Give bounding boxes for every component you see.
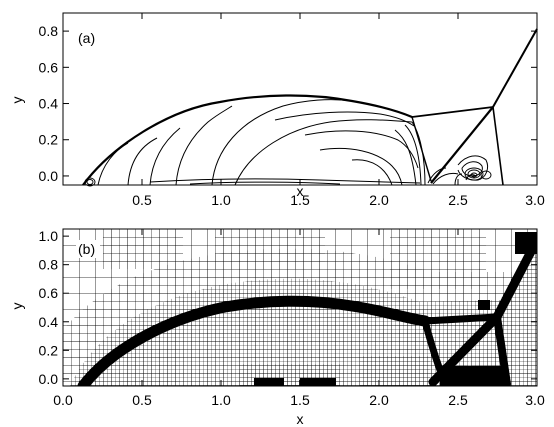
y-tick-label: 0.8	[39, 23, 59, 39]
x-tick-label: 2.0	[369, 392, 389, 408]
x-tick-label: 1.5	[290, 392, 310, 408]
wall-shock	[492, 106, 504, 186]
y-tick-label: 0.4	[39, 314, 59, 330]
panel-a-frame	[62, 12, 538, 186]
x-tick-label: 2.5	[448, 392, 468, 408]
panel-b-label-box	[76, 240, 100, 258]
incident-shock	[492, 28, 538, 108]
x-tick-label: 1.0	[211, 192, 231, 208]
x-tick-label: 0.5	[132, 192, 152, 208]
y-tick-label: 0.2	[39, 342, 59, 358]
bow-shock	[82, 94, 413, 186]
interior-contours	[97, 99, 489, 186]
panel-a-ticks: 0.5 1.0 1.5 2.0 2.5 3.0 0.0 0.2 0.4 0.6 0.8	[39, 13, 545, 208]
panel-a-label: (a)	[78, 30, 95, 46]
panel-b-ticks: 0.0 0.5 1.0 1.5 2.0 2.5 3.0 0.0 0.2 0.4 0.6 0.8 1.0	[39, 228, 545, 408]
x-tick-label: 0.0	[53, 392, 73, 408]
x-tick-label: 3.0	[525, 392, 545, 408]
y-tick-label: 0.0	[39, 168, 59, 184]
y-tick-label: 0.6	[39, 59, 59, 75]
bow-shock-band	[77, 295, 431, 386]
panel-b-label: (b)	[78, 241, 95, 257]
panel-a: 0.5 1.0 1.5 2.0 2.5 3.00.00.20.40.60.8 (a) x …	[9, 12, 545, 208]
mach-stem	[411, 106, 494, 118]
panel-a-contours	[82, 28, 538, 187]
panel-b-ylabel: y	[9, 303, 25, 310]
mesh-dense-blobs	[254, 232, 537, 386]
x-tick-label: 2.5	[448, 192, 468, 208]
reflected-shock	[430, 106, 494, 184]
panel-a-ylabel: y	[9, 97, 25, 104]
y-tick-label: 0.4	[39, 96, 59, 112]
wall-vortex	[464, 167, 492, 181]
x-tick-label: 0.5	[132, 392, 152, 408]
y-tick-label: 0.0	[39, 371, 59, 387]
mach-stem-band	[421, 313, 501, 325]
panel-b: 0.0 0.5 1.0 1.5 2.0 2.5 3.00.00.20.40.60.81.0 …	[9, 228, 545, 427]
x-tick-label: 2.0	[369, 192, 389, 208]
x-tick-label: 3.0	[525, 192, 545, 208]
panel-b-xlabel: x	[297, 411, 304, 427]
y-tick-label: 0.2	[39, 132, 59, 148]
y-tick-label: 0.6	[39, 285, 59, 301]
x-tick-label: 1.0	[211, 392, 231, 408]
y-tick-label: 1.0	[39, 228, 59, 244]
panel-a-xlabel: x	[297, 183, 304, 199]
leading-vortex	[84, 177, 96, 187]
x-tick-label: 1.5	[290, 192, 310, 208]
y-tick-label: 0.8	[39, 257, 59, 273]
